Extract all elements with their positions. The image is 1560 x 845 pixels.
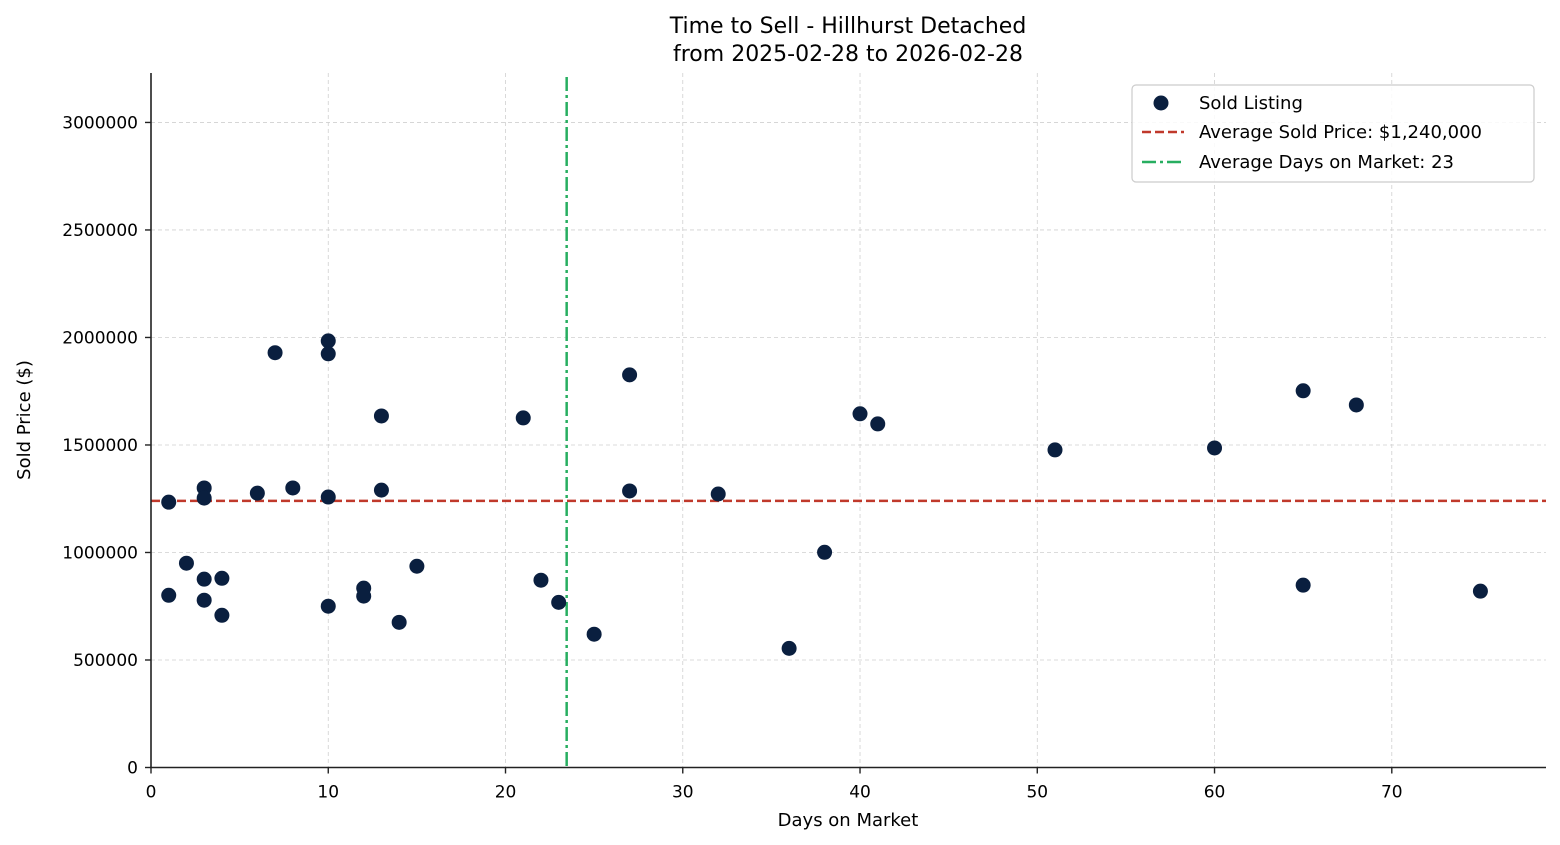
- data-point: [1207, 440, 1223, 456]
- data-point: [214, 607, 230, 623]
- y-axis-ticks: 0 500000 1000000 1500000 2000000 2500000 30000…: [62, 113, 151, 779]
- data-point: [1295, 577, 1311, 593]
- data-point: [391, 614, 407, 630]
- data-point: [1295, 383, 1311, 399]
- x-tick-label: 10: [317, 783, 339, 803]
- dot-marker-icon: [1153, 95, 1169, 111]
- y-tick-label: 0: [127, 759, 138, 779]
- x-tick-label: 20: [495, 783, 517, 803]
- legend-label: Average Sold Price: $1,240,000: [1199, 122, 1482, 143]
- data-point: [373, 408, 389, 424]
- data-point: [622, 367, 638, 383]
- axes: [150, 73, 1546, 769]
- data-point: [852, 406, 868, 422]
- x-tick-label: 0: [146, 783, 157, 803]
- data-point: [320, 346, 336, 362]
- y-tick-label: 2500000: [62, 221, 138, 241]
- legend-item-sold-listing: Sold Listing: [1153, 93, 1303, 114]
- data-point: [214, 570, 230, 586]
- y-tick-label: 3000000: [62, 113, 138, 133]
- data-point: [515, 410, 531, 426]
- data-point: [267, 345, 283, 361]
- data-point: [373, 482, 389, 498]
- data-point: [320, 489, 336, 505]
- y-tick-label: 1500000: [62, 436, 138, 456]
- y-tick-label: 1000000: [62, 543, 138, 563]
- x-axis-ticks: 0 10 20 30 40 50 60 70: [146, 767, 1403, 803]
- data-point: [1348, 397, 1364, 413]
- data-point: [356, 588, 372, 604]
- data-point: [622, 483, 638, 499]
- data-point: [1047, 442, 1063, 458]
- legend: Sold Listing Average Sold Price: $1,240,…: [1131, 84, 1535, 183]
- data-point: [533, 572, 549, 588]
- data-point: [551, 594, 567, 610]
- data-point: [161, 587, 177, 603]
- y-tick-label: 2000000: [62, 328, 138, 348]
- data-point: [196, 571, 212, 587]
- x-tick-label: 50: [1026, 783, 1048, 803]
- data-point: [196, 490, 212, 506]
- legend-label: Sold Listing: [1199, 93, 1303, 114]
- data-point: [409, 558, 425, 574]
- data-point: [870, 416, 886, 432]
- x-tick-label: 30: [672, 783, 694, 803]
- data-point: [817, 544, 833, 560]
- reference-lines: [151, 77, 1546, 768]
- data-point: [1472, 583, 1488, 599]
- data-points: [161, 333, 1488, 656]
- y-axis-label: Sold Price ($): [14, 360, 35, 480]
- data-point: [781, 640, 797, 656]
- chart-subtitle: from 2025-02-28 to 2026-02-28: [673, 42, 1023, 67]
- data-point: [285, 480, 301, 496]
- legend-item-average-price: Average Sold Price: $1,240,000: [1142, 122, 1482, 143]
- x-tick-label: 40: [849, 783, 871, 803]
- y-tick-label: 500000: [73, 651, 138, 671]
- legend-item-average-days: Average Days on Market: 23: [1142, 152, 1454, 173]
- data-point: [586, 626, 602, 642]
- legend-box: [1131, 84, 1535, 183]
- x-tick-label: 70: [1381, 783, 1403, 803]
- data-point: [249, 485, 265, 501]
- x-tick-label: 60: [1204, 783, 1226, 803]
- data-point: [710, 486, 726, 502]
- data-point: [320, 333, 336, 349]
- x-axis-label: Days on Market: [778, 810, 919, 831]
- chart-title: Time to Sell - Hillhurst Detached: [669, 14, 1027, 39]
- data-point: [178, 555, 194, 571]
- data-point: [196, 592, 212, 608]
- legend-label: Average Days on Market: 23: [1199, 152, 1454, 173]
- data-point: [161, 494, 177, 510]
- data-point: [320, 598, 336, 614]
